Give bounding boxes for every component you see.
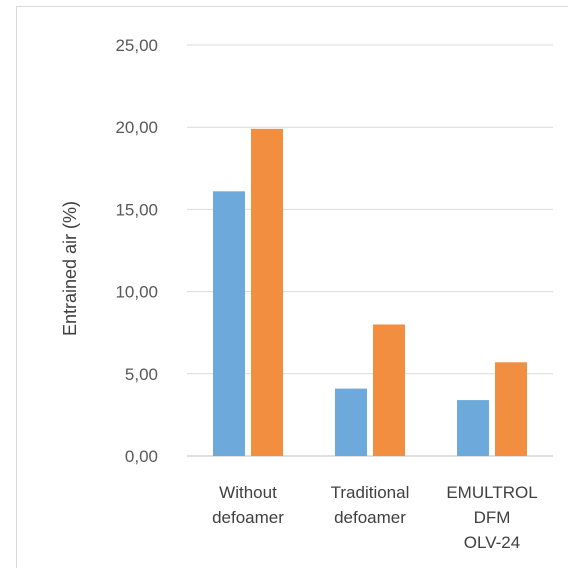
y-tick-label: 0,00	[125, 447, 158, 466]
y-tick-label: 10,00	[115, 283, 158, 302]
y-tick-label: 25,00	[115, 36, 158, 55]
x-category-label: EMULTROL DFM OLV-24	[446, 483, 537, 552]
bar	[495, 362, 527, 456]
x-category-label: Without defoamer	[212, 483, 284, 527]
y-tick-label: 15,00	[115, 200, 158, 219]
y-tick-label: 5,00	[125, 365, 158, 384]
bar	[251, 128, 283, 456]
chart-frame	[16, 6, 568, 568]
gridlines	[187, 44, 553, 457]
bar	[213, 191, 245, 457]
bar	[373, 324, 405, 456]
y-tick-label: 20,00	[115, 118, 158, 137]
x-category-label: Traditional defoamer	[331, 483, 410, 527]
bar	[457, 400, 489, 456]
bar	[335, 388, 367, 456]
x-axis-categories: Without defoamer Traditional defoamer EMULTR…	[212, 483, 538, 552]
bars	[213, 128, 527, 457]
y-axis-ticks: 0,00 5,00 10,00 15,00 20,00 25,00	[115, 36, 158, 466]
y-axis-label: Entrained air (%)	[60, 201, 80, 336]
